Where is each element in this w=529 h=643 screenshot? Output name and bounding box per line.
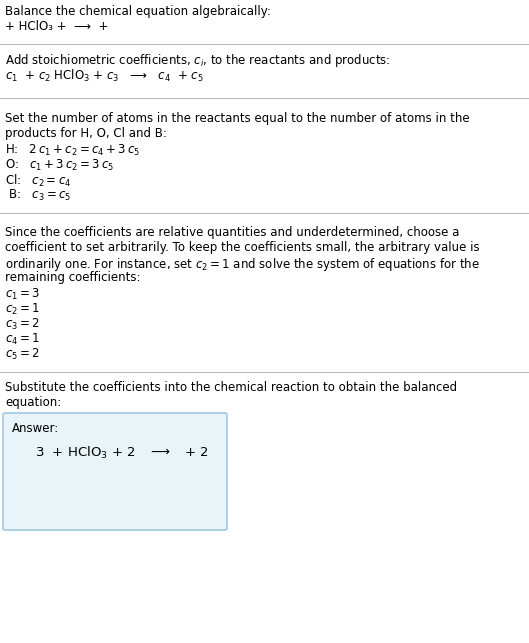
Text: + HClO₃ +  ⟶  +: + HClO₃ + ⟶ + [5,20,108,33]
Text: O:   $c_1 + 3\,c_2 = 3\,c_5$: O: $c_1 + 3\,c_2 = 3\,c_5$ [5,158,114,173]
Text: Cl:   $c_2 = c_4$: Cl: $c_2 = c_4$ [5,173,71,189]
Text: $c_5 = 2$: $c_5 = 2$ [5,347,40,362]
Text: B:   $c_3 = c_5$: B: $c_3 = c_5$ [5,188,71,203]
Text: ordinarily one. For instance, set $c_2 = 1$ and solve the system of equations fo: ordinarily one. For instance, set $c_2 =… [5,256,480,273]
Text: Set the number of atoms in the reactants equal to the number of atoms in the: Set the number of atoms in the reactants… [5,112,470,125]
Text: Balance the chemical equation algebraically:: Balance the chemical equation algebraica… [5,5,271,18]
Text: Substitute the coefficients into the chemical reaction to obtain the balanced: Substitute the coefficients into the che… [5,381,457,394]
Text: remaining coefficients:: remaining coefficients: [5,271,141,284]
Text: H:   $2\,c_1 + c_2 = c_4 + 3\,c_5$: H: $2\,c_1 + c_2 = c_4 + 3\,c_5$ [5,143,140,158]
Text: $c_2 = 1$: $c_2 = 1$ [5,302,40,317]
Text: equation:: equation: [5,396,61,409]
Text: products for H, O, Cl and B:: products for H, O, Cl and B: [5,127,167,140]
Text: Since the coefficients are relative quantities and underdetermined, choose a: Since the coefficients are relative quan… [5,226,459,239]
Text: Add stoichiometric coefficients, $c_i$, to the reactants and products:: Add stoichiometric coefficients, $c_i$, … [5,52,390,69]
Text: $c_1 = 3$: $c_1 = 3$ [5,287,40,302]
Text: $c_3 = 2$: $c_3 = 2$ [5,317,40,332]
Text: Answer:: Answer: [12,422,59,435]
Text: coefficient to set arbitrarily. To keep the coefficients small, the arbitrary va: coefficient to set arbitrarily. To keep … [5,241,480,254]
FancyBboxPatch shape [3,413,227,530]
Text: $c_1$  + $c_2$ HClO$_3$ + $c_3$   ⟶   $c_4$  + $c_5$: $c_1$ + $c_2$ HClO$_3$ + $c_3$ ⟶ $c_4$ +… [5,68,204,84]
Text: 3  + HClO$_3$ + 2   $\longrightarrow$   + 2: 3 + HClO$_3$ + 2 $\longrightarrow$ + 2 [35,445,208,461]
Text: $c_4 = 1$: $c_4 = 1$ [5,332,40,347]
